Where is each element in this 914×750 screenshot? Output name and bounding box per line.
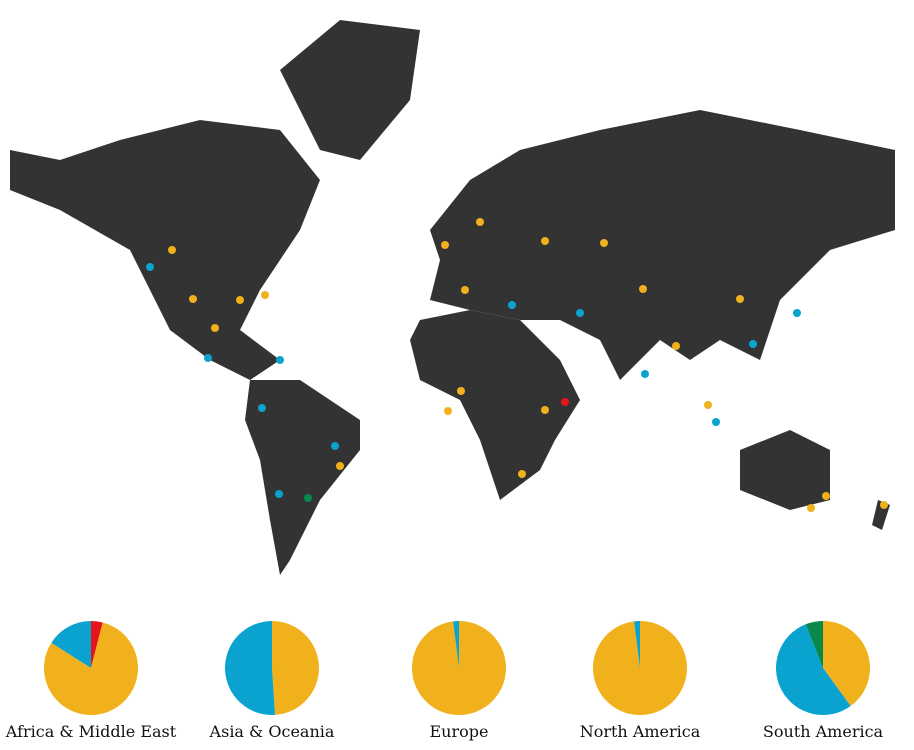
dot — [276, 356, 284, 364]
dot — [336, 462, 344, 470]
dot — [576, 309, 584, 317]
dot — [641, 370, 649, 378]
pie-slice — [224, 621, 275, 715]
dot — [672, 342, 680, 350]
dot — [236, 296, 244, 304]
pie-slice — [51, 621, 91, 668]
north-america — [10, 120, 320, 380]
dot — [749, 340, 757, 348]
pie-slice — [776, 624, 851, 715]
dot — [476, 218, 484, 226]
dot — [461, 286, 469, 294]
dot — [304, 494, 312, 502]
dot — [146, 263, 154, 271]
pie-slice — [453, 621, 459, 668]
dot — [561, 398, 569, 406]
africa — [410, 310, 580, 500]
pie-title: South America — [763, 722, 884, 741]
dot — [736, 295, 744, 303]
dot — [508, 301, 516, 309]
dot — [275, 490, 283, 498]
dot — [189, 295, 197, 303]
dot — [704, 401, 712, 409]
pie-slice — [411, 621, 506, 715]
south-america — [245, 380, 360, 575]
dot — [204, 354, 212, 362]
dot — [712, 418, 720, 426]
dot — [880, 501, 888, 509]
location-dots — [146, 218, 888, 512]
pie-slice — [592, 621, 687, 715]
pie-slice — [805, 621, 823, 668]
dot — [518, 470, 526, 478]
pie-slice — [634, 621, 640, 668]
dot — [258, 404, 266, 412]
pie-charts: Africa & Middle East Asia & Oceania Europe… — [5, 621, 884, 741]
pie-title: Europe — [430, 722, 489, 741]
dot — [441, 241, 449, 249]
pie-slice — [91, 621, 103, 668]
dot — [457, 387, 465, 395]
dot — [600, 239, 608, 247]
pie-slice — [823, 621, 870, 707]
dot — [639, 285, 647, 293]
greenland — [280, 20, 420, 160]
pie-title: Asia & Oceania — [209, 722, 335, 741]
eurasia — [430, 110, 895, 380]
dot — [261, 291, 269, 299]
pie-title: Africa & Middle East — [5, 722, 177, 741]
dot — [807, 504, 815, 512]
pie-slice — [44, 622, 139, 715]
dot — [793, 309, 801, 317]
dot — [444, 407, 452, 415]
dot — [168, 246, 176, 254]
dot — [822, 492, 830, 500]
dot — [331, 442, 339, 450]
pie-slice — [272, 621, 319, 715]
australia — [740, 430, 830, 510]
world-map — [10, 20, 895, 575]
dot — [541, 406, 549, 414]
dot — [211, 324, 219, 332]
pie-title: North America — [580, 722, 701, 741]
dot — [541, 237, 549, 245]
